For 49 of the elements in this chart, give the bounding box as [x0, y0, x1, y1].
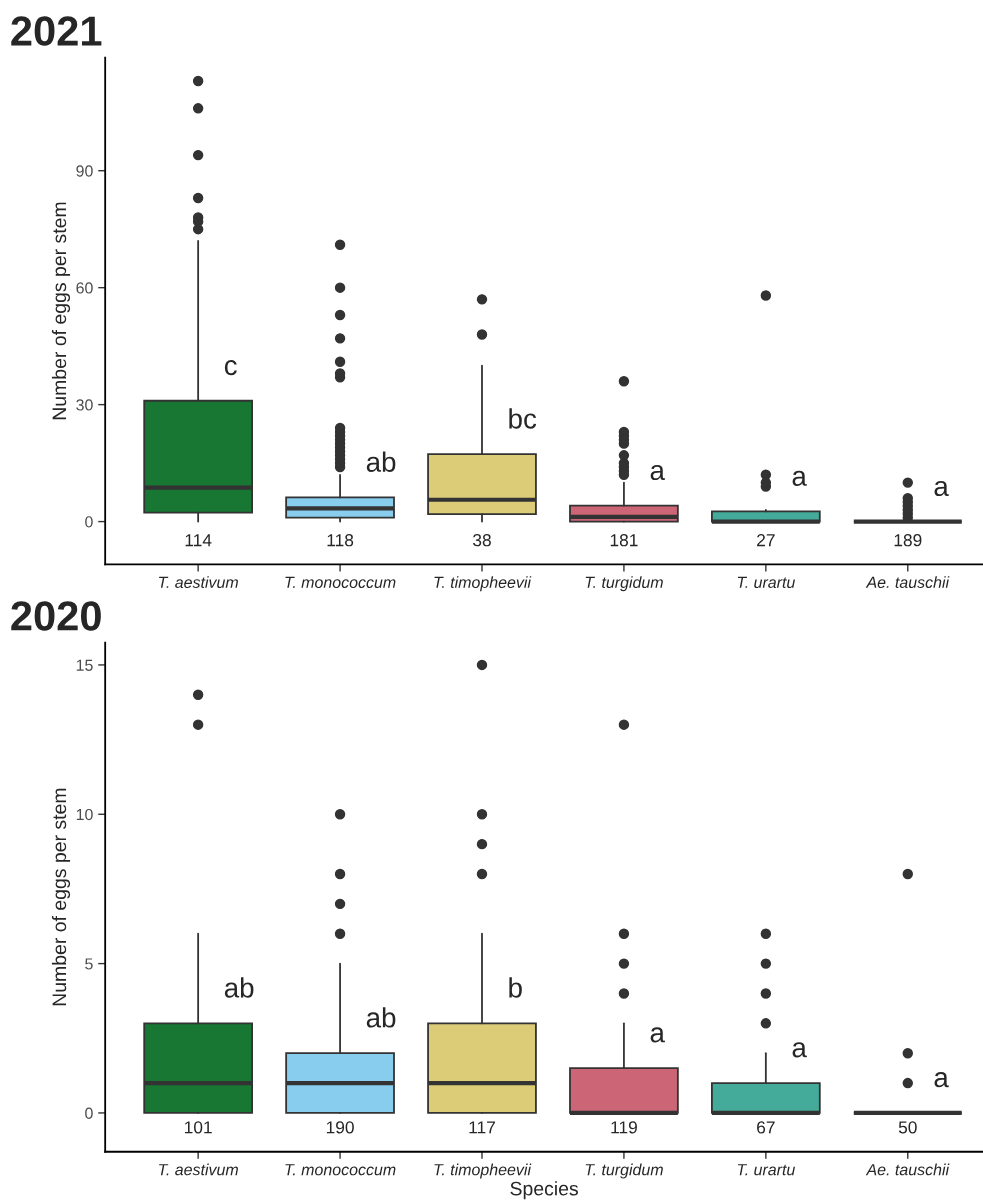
x-tick-label: Ae. tauschii [865, 576, 950, 589]
chart-title: 2021 [11, 16, 102, 46]
x-tick-label: T. monococcum [285, 1164, 396, 1176]
annotation: 117 [469, 1121, 495, 1134]
x-tick-label: T. aestivum [159, 576, 238, 589]
annotation: a [650, 1027, 665, 1043]
annotation: 118 [327, 534, 354, 547]
x-tick-label: T. timopheevii [434, 576, 532, 592]
y-tick-label: 15 [76, 659, 93, 671]
x-tick-label: T. urartu [737, 1164, 795, 1176]
x-tick-label: T. timopheevii [434, 1163, 532, 1179]
annotation: a [792, 1042, 807, 1058]
annotation: 114 [185, 534, 212, 547]
annotation: ab [224, 977, 254, 998]
annotation: 101 [184, 1121, 212, 1134]
x-axis-title: Species [510, 1181, 578, 1200]
annotation: 27 [757, 534, 775, 547]
annotation: 38 [473, 534, 491, 547]
annotation: a [792, 470, 807, 486]
x-tick-label: Ae. tauschii [865, 1163, 950, 1176]
annotation: 50 [898, 1121, 917, 1134]
y-tick-label: 90 [76, 165, 93, 177]
x-tick-label: T. urartu [737, 576, 795, 589]
annotation: 119 [611, 1121, 637, 1134]
annotation: b [509, 977, 522, 998]
x-tick-label: T. aestivum [159, 1163, 238, 1176]
chart-title: 2020 [11, 601, 101, 631]
y-tick-label: 0 [85, 516, 93, 528]
x-tick-label: T. turgidum [585, 576, 663, 592]
y-axis-title: Number of eggs per stem [51, 202, 71, 420]
y-tick-label: 0 [85, 1107, 93, 1119]
annotation: 67 [757, 1121, 775, 1134]
annotation: 181 [610, 534, 638, 547]
y-tick-label: 10 [76, 808, 93, 821]
annotation: a [650, 464, 665, 481]
annotation: 189 [894, 534, 922, 547]
x-tick-label: T. monococcum [285, 576, 396, 589]
annotation: ab [366, 451, 396, 472]
annotation: ab [366, 1007, 396, 1028]
y-tick-label: 5 [85, 958, 93, 970]
y-tick-label: 30 [76, 399, 93, 411]
x-tick-label: T. turgidum [585, 1163, 663, 1179]
annotation: c [224, 360, 237, 376]
annotation: bc [509, 408, 537, 429]
y-axis-title: Number of eggs per stem [51, 788, 71, 1006]
annotation: a [934, 1072, 949, 1088]
annotation: a [934, 480, 949, 497]
y-tick-label: 60 [76, 282, 93, 294]
annotation: 190 [326, 1121, 354, 1134]
